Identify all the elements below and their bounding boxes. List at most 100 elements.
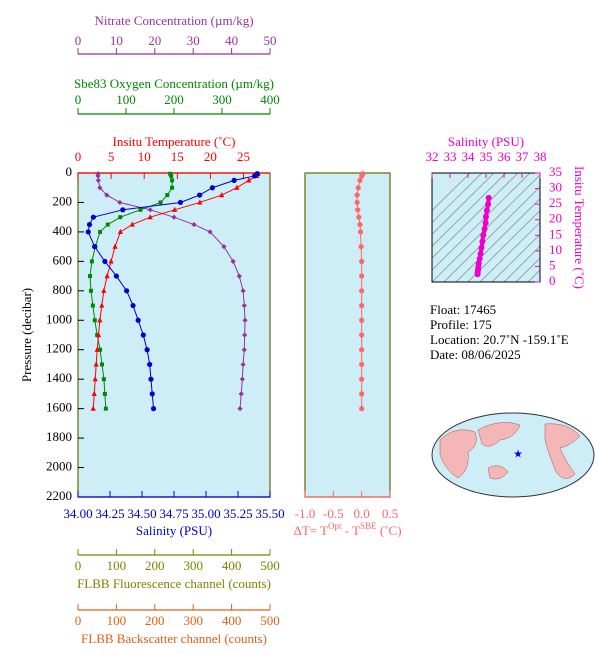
series-line: [87, 173, 258, 409]
data-point: [474, 271, 481, 278]
x-tick-label: 0: [75, 149, 82, 164]
x-tick-label: 100: [107, 558, 127, 573]
x-tick-label: 34.25: [95, 506, 124, 521]
x-tick-label: 20: [148, 33, 161, 48]
x-tick-label: 40: [225, 33, 238, 48]
x-tick-label: 0: [75, 613, 82, 628]
y-tick-label: 400: [53, 223, 73, 238]
y-tick-label: 10: [549, 242, 562, 257]
data-point: [101, 377, 106, 382]
data-point: [221, 244, 227, 250]
data-point: [359, 173, 365, 179]
data-point: [240, 288, 246, 294]
x-tick-label: 400: [222, 558, 242, 573]
data-point: [480, 232, 487, 239]
x-tick-label: 35: [480, 149, 493, 164]
y-tick-label: 5: [549, 257, 556, 272]
x-tick-label: -1.0: [295, 506, 316, 521]
x-tick-label: 34.75: [159, 506, 188, 521]
data-point: [88, 274, 92, 279]
data-point: [90, 214, 96, 220]
y-tick-label: 2000: [46, 459, 72, 474]
data-point: [197, 192, 203, 198]
x-tick-label: 300: [183, 558, 203, 573]
data-point: [104, 192, 110, 198]
y-tick-label: 1000: [46, 311, 72, 326]
x-tick-label: 25: [237, 149, 250, 164]
x-tick-label: 34.00: [63, 506, 92, 521]
data-point: [97, 317, 103, 323]
isopycnal: [432, 173, 495, 235]
y-tick-label: 0: [549, 273, 556, 288]
x-axis-title: Salinity (PSU): [448, 134, 524, 149]
x-tick-label: 100: [116, 92, 136, 107]
series-line: [97, 173, 246, 409]
y-tick-label: 1800: [46, 429, 72, 444]
y-tick-label: 35: [549, 164, 562, 179]
title-part: SBE: [360, 521, 377, 531]
x-tick-label: 0.0: [354, 506, 370, 521]
map-land: [439, 429, 477, 479]
y-tick-label: 600: [53, 252, 73, 267]
data-point: [359, 258, 365, 264]
data-point: [357, 221, 363, 228]
data-point: [357, 229, 364, 235]
x-axis-title: FLBB Backscatter channel (counts): [81, 631, 267, 646]
data-point: [356, 214, 362, 220]
y-tick-label: 1200: [46, 341, 72, 356]
data-point: [242, 317, 248, 323]
y-tick-label: 25: [549, 195, 562, 210]
x-tick-label: 0: [75, 33, 82, 48]
data-point: [170, 178, 175, 183]
data-point: [359, 332, 365, 338]
x-axis-title: ΔT= TOpt - TSBE (˚C): [293, 521, 401, 538]
data-point: [92, 318, 97, 323]
data-point: [98, 347, 103, 352]
data-point: [485, 201, 492, 208]
isopycnal: [432, 173, 507, 247]
data-point: [140, 332, 146, 338]
x-tick-label: 30: [187, 33, 200, 48]
x-tick-label: 400: [222, 613, 242, 628]
data-point: [138, 207, 143, 212]
data-point: [359, 302, 365, 309]
data-point: [118, 215, 123, 220]
isopycnal: [432, 173, 471, 211]
data-point: [355, 207, 361, 213]
isopycnal: [588, 163, 609, 282]
data-point: [91, 390, 97, 397]
plot-area: [304, 172, 391, 498]
x-tick-label: 5: [108, 149, 115, 164]
data-point: [170, 185, 175, 190]
data-point: [99, 302, 105, 308]
data-point: [149, 391, 155, 397]
y-tick-label: 0: [66, 164, 73, 179]
y-axis-title: Pressure (decibar): [19, 288, 34, 382]
data-point: [476, 255, 483, 262]
isopycnal: [443, 186, 540, 282]
data-point: [147, 214, 153, 220]
x-tick-label: 400: [260, 92, 280, 107]
y-tick-label: 20: [549, 211, 562, 226]
data-point: [238, 391, 244, 397]
x-tick-label: 500: [260, 558, 280, 573]
x-axis-title: Nitrate Concentration (µm/kg): [94, 13, 253, 28]
data-point: [92, 376, 98, 382]
x-tick-label: 35.50: [255, 506, 284, 521]
plot-area: [77, 172, 271, 498]
data-point: [177, 199, 183, 206]
x-tick-label: 200: [145, 558, 165, 573]
data-point: [230, 258, 236, 264]
x-tick-label: 35.00: [191, 506, 220, 521]
data-point: [130, 302, 136, 309]
data-point: [171, 214, 177, 220]
data-point: [117, 199, 123, 206]
data-point: [479, 238, 486, 245]
data-point: [241, 347, 247, 353]
x-tick-label: 36: [498, 149, 512, 164]
x-axis-title: Insitu Temperature (˚C): [112, 134, 235, 149]
data-point: [105, 222, 110, 227]
data-point: [354, 192, 360, 198]
data-point: [129, 221, 135, 227]
data-point: [120, 207, 126, 213]
